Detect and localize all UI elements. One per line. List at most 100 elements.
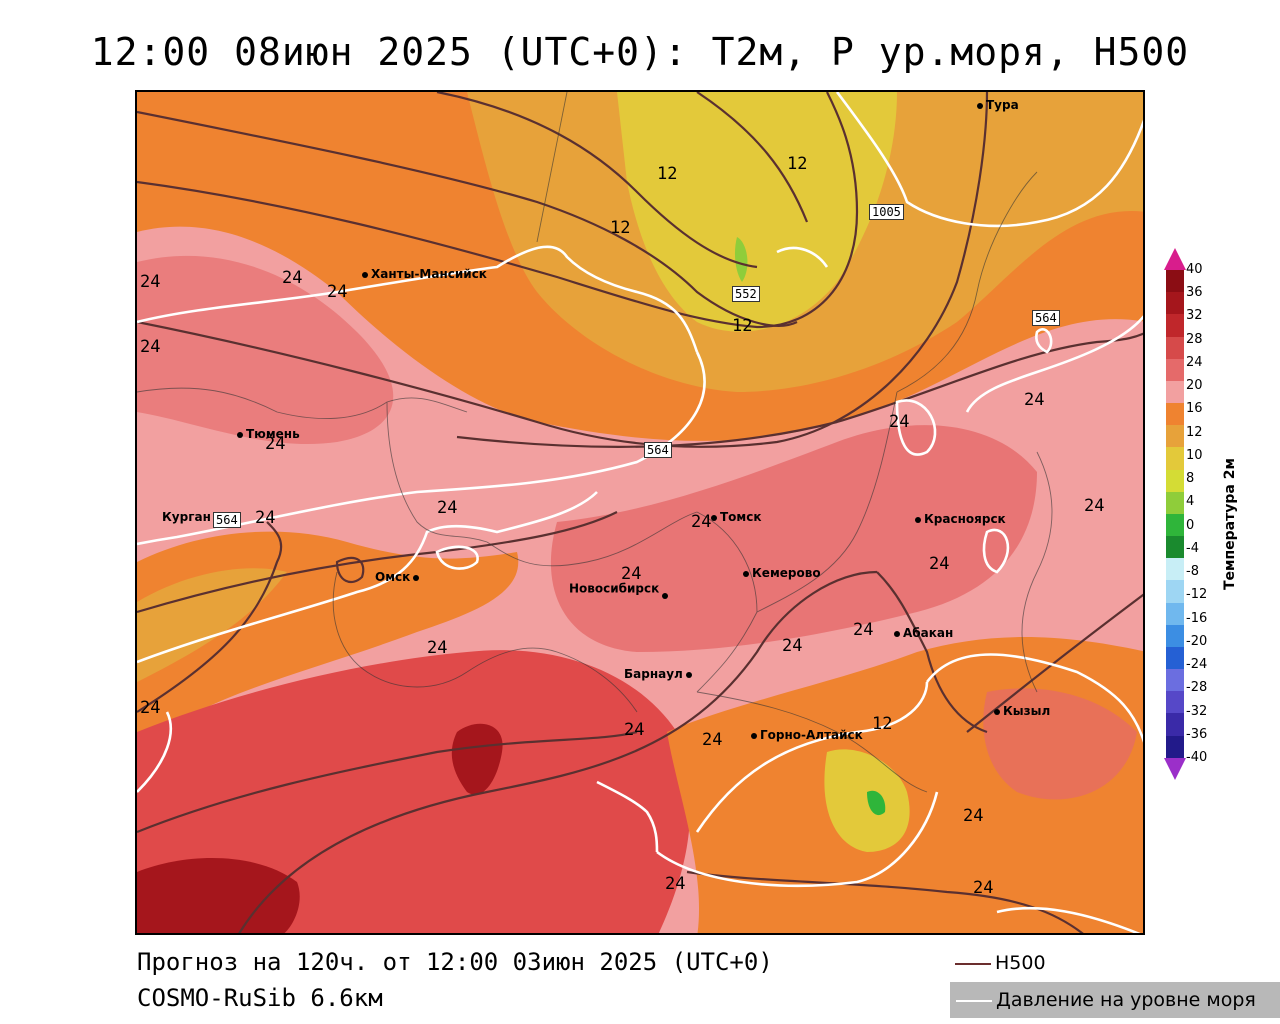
temp-label: 24	[140, 272, 161, 292]
h500-label: 564	[644, 442, 672, 458]
colorbar-swatch	[1166, 602, 1184, 625]
city-krasnoyarsk: Красноярск	[915, 512, 1006, 526]
colorbar-swatch	[1166, 469, 1184, 492]
city-khanty-mansiysk: Ханты-Мансийск	[362, 267, 487, 281]
temp-label: 24	[1084, 496, 1105, 516]
map-canvas	[137, 92, 1143, 933]
colorbar-tick: -36	[1186, 726, 1208, 742]
city-omsk: Омск	[375, 570, 422, 584]
colorbar-tick: 12	[1186, 424, 1203, 440]
temp-label: 24	[327, 282, 348, 302]
temp-label: 12	[657, 164, 678, 184]
temp-zone-28	[137, 650, 691, 933]
city-gorno-altaysk: Горно-Алтайск	[751, 728, 863, 742]
city-kemerovo: Кемерово	[743, 566, 821, 580]
temp-zone-mountains-warm	[983, 688, 1137, 800]
legend-h500: H500	[955, 952, 1046, 974]
h500-label: 552	[732, 286, 760, 302]
colorbar-tick: 8	[1186, 471, 1195, 487]
colorbar-swatch	[1166, 580, 1184, 603]
temp-label: 24	[963, 806, 984, 826]
temp-label: 24	[427, 638, 448, 658]
colorbar-tick: 4	[1186, 494, 1195, 510]
temp-zone-32b	[451, 723, 503, 795]
forecast-map[interactable]: Тура Ханты-Мансийск Тюмень Курган Омск Т…	[135, 90, 1145, 935]
colorbar-swatch	[1166, 691, 1184, 714]
colorbar-tick: 20	[1186, 378, 1203, 394]
colorbar-tick: -4	[1186, 540, 1199, 556]
pressure-label: 1005	[869, 204, 904, 220]
city-tomsk: Томск	[711, 510, 762, 524]
colorbar-swatch	[1166, 491, 1184, 514]
city-barnaul: Барнаул	[624, 667, 695, 681]
model-name: COSMO-RuSib 6.6км	[137, 984, 383, 1012]
h500-line-swatch	[955, 962, 991, 965]
colorbar-swatch	[1166, 270, 1184, 293]
colorbar-tick: -40	[1186, 750, 1208, 765]
colorbar-tick: 36	[1186, 285, 1203, 301]
temp-label: 12	[732, 316, 753, 336]
temp-label: 24	[691, 512, 712, 532]
colorbar-tick: 28	[1186, 331, 1203, 347]
temp-label: 24	[624, 720, 645, 740]
city-tyumen: Тюмень	[237, 427, 300, 441]
colorbar-tick: 16	[1186, 401, 1203, 417]
page-title: 12:00 08июн 2025 (UTC+0): T2м, P ур.моря…	[90, 30, 1190, 74]
temp-zone-mountains-green	[867, 790, 886, 816]
temp-zone-12b	[137, 568, 287, 682]
colorbar-tick: -16	[1186, 610, 1208, 626]
colorbar-swatch	[1166, 735, 1184, 758]
colorbar	[1166, 270, 1184, 758]
temp-label: 24	[282, 268, 303, 288]
colorbar-top-arrow	[1164, 248, 1186, 270]
colorbar-tick: 10	[1186, 447, 1203, 463]
colorbar-swatch	[1166, 713, 1184, 736]
temp-label: 24	[1024, 390, 1045, 410]
temp-label: 24	[665, 874, 686, 894]
temp-label: 24	[702, 730, 723, 750]
colorbar-swatch	[1166, 403, 1184, 426]
temp-label: 12	[787, 154, 808, 174]
city-kyzyl: Кызыл	[994, 704, 1050, 718]
pressure-contours	[137, 92, 1143, 933]
colorbar-tick: -8	[1186, 564, 1199, 580]
colorbar-swatch	[1166, 624, 1184, 647]
temp-label: 24	[255, 508, 276, 528]
city-novosibirsk: Новосибирск	[569, 579, 671, 599]
colorbar-tick: -20	[1186, 633, 1208, 649]
city-tura: Тура	[977, 98, 1019, 112]
colorbar-swatch	[1166, 536, 1184, 559]
temp-label: 24	[140, 698, 161, 718]
colorbar-swatch	[1166, 646, 1184, 670]
temp-label: 24	[140, 337, 161, 357]
temp-label: 24	[265, 434, 286, 454]
colorbar-swatch	[1166, 380, 1184, 404]
temp-zone-32a	[137, 858, 300, 933]
temp-label: 24	[973, 878, 994, 898]
colorbar-swatch	[1166, 292, 1184, 315]
h500-contours	[137, 92, 1143, 933]
colorbar-tick: 40	[1186, 262, 1203, 277]
colorbar-swatch	[1166, 669, 1184, 692]
h500-label: 564	[1032, 310, 1060, 326]
temp-label: 24	[889, 412, 910, 432]
colorbar-tick: 32	[1186, 308, 1203, 324]
colorbar-tick: 24	[1186, 354, 1203, 370]
colorbar-swatch	[1166, 558, 1184, 581]
colorbar-swatch	[1166, 447, 1184, 470]
colorbar-tick: -12	[1186, 587, 1208, 603]
temp-label: 24	[621, 564, 642, 584]
temp-label: 12	[872, 714, 893, 734]
colorbar-tick: -24	[1186, 657, 1208, 673]
temp-label: 24	[853, 620, 874, 640]
colorbar-tick: -32	[1186, 703, 1208, 719]
temp-label: 24	[929, 554, 950, 574]
colorbar-swatch	[1166, 336, 1184, 359]
colorbar-bottom-arrow	[1164, 758, 1186, 780]
colorbar-swatch	[1166, 425, 1184, 448]
colorbar-swatch	[1166, 513, 1184, 537]
h500-label: 564	[213, 512, 241, 528]
temp-zone-8	[734, 237, 748, 282]
colorbar-title: Температура 2м	[1222, 458, 1238, 590]
temp-label: 12	[610, 218, 631, 238]
